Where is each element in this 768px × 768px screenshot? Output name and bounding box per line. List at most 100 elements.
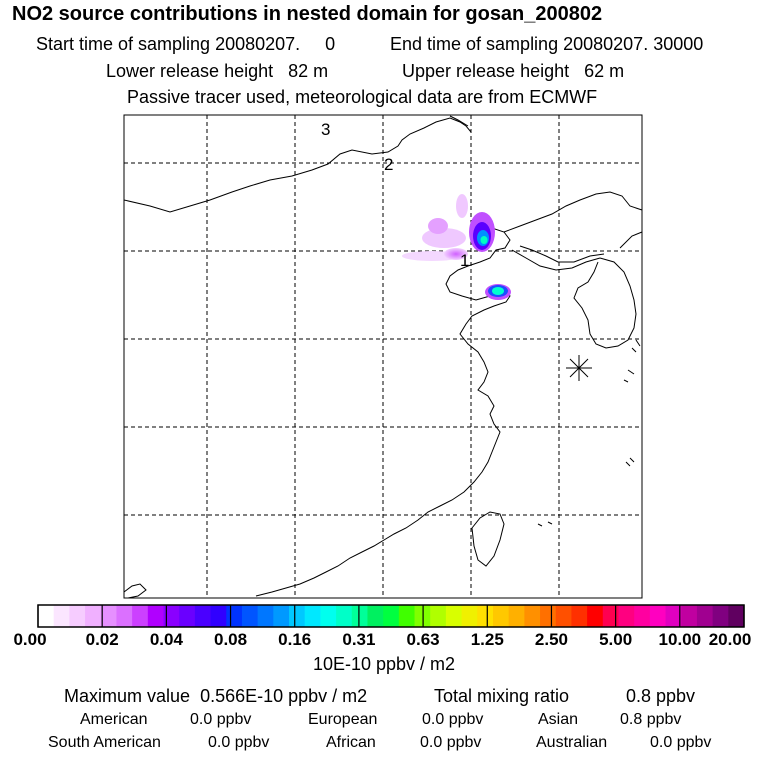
colorbar-cell	[681, 605, 698, 627]
plume-secondary-peak	[492, 287, 504, 295]
point-label-3: 3	[321, 120, 330, 139]
lower-label: Lower release height	[106, 61, 274, 81]
colorbar-cell	[587, 605, 604, 627]
colorbar-cell	[194, 605, 212, 627]
colorbar-cell	[226, 605, 243, 627]
lower-release-height: Lower release height 82 m	[106, 61, 328, 81]
end-label: End time of sampling	[390, 34, 559, 54]
colorbar-cell	[100, 605, 117, 627]
end-value: 20080207. 30000	[563, 34, 704, 54]
colorbar-cell	[53, 605, 70, 627]
colorbar-cell	[210, 605, 227, 627]
colorbar-cell	[38, 605, 55, 627]
colorbar-cell	[712, 605, 729, 627]
region-value-american: 0.0 ppbv	[190, 711, 252, 728]
colorbar-cell	[445, 605, 463, 627]
receptor-star-icon	[566, 355, 592, 381]
colorbar-cell	[69, 605, 86, 627]
colorbar-cell	[383, 605, 400, 627]
plume-north	[456, 194, 468, 218]
japan-islands	[631, 339, 641, 353]
colorbar-tick-label: 10.00	[658, 630, 702, 649]
region-value-european: 0.0 ppbv	[422, 711, 484, 728]
colorbar-cell	[304, 605, 321, 627]
mongolia-border	[123, 117, 472, 213]
start-label: Start time of sampling	[36, 34, 211, 54]
colorbar-tick-label: 0.16	[278, 630, 312, 649]
yalu-border	[511, 249, 601, 271]
region-name-european: European	[308, 711, 378, 728]
colorbar-tick-label: 0.63	[406, 630, 440, 649]
map-title: NO2 source contributions in nested domai…	[12, 3, 603, 25]
colorbar-cell	[540, 605, 557, 627]
colorbar	[37, 604, 745, 628]
coastlines	[123, 115, 643, 599]
region-name-african: African	[326, 734, 376, 751]
colorbar-cell	[618, 605, 635, 627]
plume-mid	[422, 228, 466, 248]
colorbar-frame	[37, 604, 745, 628]
region-name-australian: Australian	[536, 734, 608, 751]
start-value: 20080207. 0	[215, 34, 336, 54]
concentration-field	[402, 194, 511, 300]
colorbar-cell	[289, 605, 306, 627]
total-value: 0.8 ppbv	[626, 686, 696, 706]
end-time: End time of sampling 20080207. 30000	[390, 34, 703, 54]
tracer-note: Passive tracer used, meteorological data…	[127, 87, 598, 107]
colorbar-cell	[508, 605, 525, 627]
colorbar-cell	[241, 605, 259, 627]
upper-label: Upper release height	[402, 61, 570, 81]
colorbar-cell	[602, 605, 619, 627]
lat-lon-grid	[124, 115, 642, 598]
region-name-asian: Asian	[538, 711, 579, 728]
region-name-south-american: South American	[48, 734, 161, 751]
colorbar-tick-label: 5.00	[599, 630, 633, 649]
korea-peninsula	[573, 257, 637, 349]
point-label-1: 1	[460, 251, 469, 270]
colorbar-cell	[728, 605, 745, 627]
colorbar-cell	[398, 605, 416, 627]
upper-value: 62 m	[584, 61, 625, 81]
korea-north-coast	[519, 245, 605, 263]
china-coast	[255, 227, 511, 597]
colorbar-cell	[320, 605, 337, 627]
colorbar-cell	[147, 605, 165, 627]
plume-main-peak	[480, 236, 488, 244]
southwest-border	[123, 583, 147, 599]
upper-release-height: Upper release height 62 m	[402, 61, 624, 81]
plume-south-patch	[444, 248, 468, 260]
taiwan	[471, 511, 505, 567]
colorbar-tick-label: 2.50	[534, 630, 568, 649]
colorbar-cell	[367, 605, 384, 627]
colorbar-cell	[132, 605, 149, 627]
colorbar-cell	[85, 605, 102, 627]
plume-mid-core	[428, 218, 448, 234]
colorbar-cell	[696, 605, 714, 627]
lower-value: 82 m	[288, 61, 329, 81]
colorbar-cell	[336, 605, 353, 627]
colorbar-cell	[116, 605, 133, 627]
region-name-american: American	[80, 711, 148, 728]
colorbar-tick-label: 0.31	[342, 630, 376, 649]
colorbar-tick-label: 0.04	[149, 630, 183, 649]
japan-sea-coast	[619, 231, 643, 249]
colorbar-cell	[461, 605, 478, 627]
colorbar-cell	[430, 605, 447, 627]
small-islands	[537, 369, 635, 527]
border-fragment	[449, 115, 469, 127]
colorbar-cell	[649, 605, 667, 627]
max-value-row: Maximum value 0.566E-10 ppbv / m2	[64, 686, 367, 707]
region-value-african: 0.0 ppbv	[420, 734, 482, 751]
region-value-australian: 0.0 ppbv	[650, 734, 712, 751]
colorbar-cell	[477, 605, 494, 627]
colorbar-cell	[257, 605, 274, 627]
manchuria-border	[503, 191, 643, 233]
start-time: Start time of sampling 20080207. 0	[36, 34, 335, 54]
total-label: Total mixing ratio	[434, 686, 570, 706]
point-label-2: 2	[384, 155, 393, 174]
colorbar-cell	[179, 605, 196, 627]
colorbar-tick-label: 0.02	[85, 630, 119, 649]
colorbar-cell	[492, 605, 510, 627]
colorbar-tick-label: 20.00	[708, 630, 752, 649]
